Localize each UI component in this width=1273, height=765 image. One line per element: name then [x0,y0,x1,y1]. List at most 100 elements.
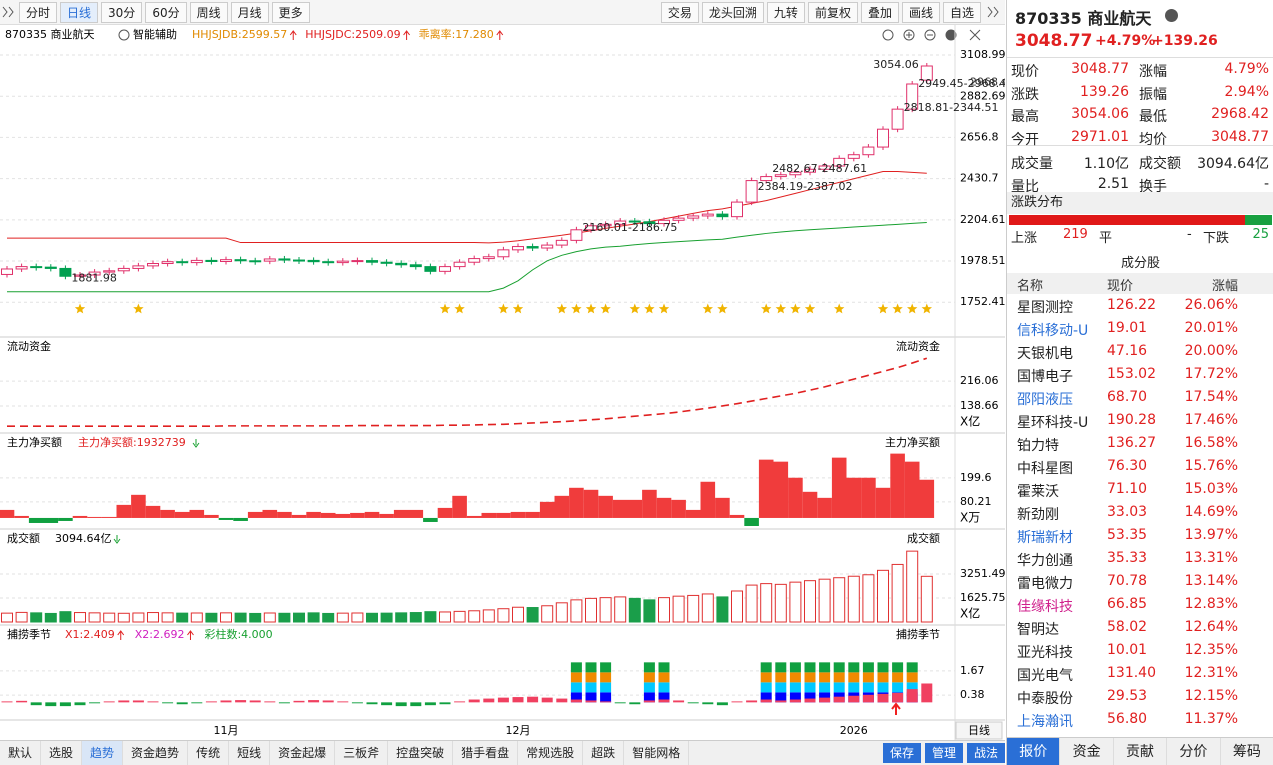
tool-button[interactable]: 画线 [901,1,940,23]
bottom-tab[interactable]: 常规选股 [518,741,584,765]
bottom-tab[interactable]: 智能网格 [624,741,690,765]
annotation: 2384.19-2387.02 [758,180,853,193]
net-bar [277,511,292,518]
volume-bar [468,610,481,623]
bottom-tab[interactable]: 控盘突破 [388,741,454,765]
bottom-tab[interactable]: 资金起爆 [270,741,336,765]
volume-bar [307,612,320,623]
bottom-tab[interactable]: 默认 [0,741,42,765]
signal-star [512,303,524,314]
tool-button[interactable]: 叠加 [860,1,899,23]
bottom-button[interactable]: 战法 [966,743,1005,763]
member-name[interactable]: 星环科技-U [1017,415,1089,431]
down-label: 下跌 [1203,231,1230,246]
member-name[interactable]: 信科移动-U [1017,323,1089,339]
candle [804,168,816,173]
quote-tab[interactable]: 分价 [1167,738,1221,765]
period-button[interactable]: 30分 [101,1,143,23]
member-name[interactable]: 国光电气 [1017,668,1073,684]
flow-title-right: 流动资金 [896,339,940,353]
quote-value: 3054.06 [1071,106,1129,122]
member-name[interactable]: 佳缘科技 [1017,599,1073,615]
member-name[interactable]: 上海瀚讯 [1017,714,1073,730]
quote-value: 139.26 [1080,83,1129,100]
assist-icon[interactable] [118,29,130,41]
bottom-tab[interactable]: 传统 [188,741,230,765]
member-name[interactable]: 中泰股份 [1017,691,1073,707]
signal-star [454,303,465,314]
member-name[interactable]: 斯瑞新材 [1017,530,1073,546]
signal-star [629,303,640,314]
bottom-tab[interactable]: 超跌 [583,741,625,765]
season-bar [1,701,13,703]
net-bar [101,516,117,518]
member-name[interactable]: 华力创通 [1017,553,1073,569]
member-name[interactable]: 国博电子 [1017,369,1073,385]
assist[interactable]: 智能辅助 [133,27,177,41]
quote-tab[interactable]: 贡献 [1114,738,1168,765]
quote-tab[interactable]: 报价 [1007,738,1061,765]
season-bar [702,702,714,705]
candle [176,261,189,264]
volume-bar [920,575,933,623]
member-price: 68.70 [1107,389,1148,405]
member-name[interactable]: 智明达 [1017,622,1059,638]
member-name[interactable]: 邵阳液压 [1017,392,1073,408]
quote-value: 2971.01 [1071,128,1129,145]
volume-bar [147,612,159,623]
volume-bar [59,611,72,623]
volume-bar [322,612,335,623]
tool-button[interactable]: 交易 [660,1,699,23]
net-bar [364,511,380,518]
bottom-tab[interactable]: 资金趋势 [123,741,189,765]
member-name[interactable]: 天银机电 [1017,346,1073,362]
period-button[interactable]: 日线 [60,1,99,23]
quote-tab[interactable]: 资金 [1060,738,1114,765]
collapse-icon[interactable] [0,2,16,22]
signal-block [600,692,612,703]
member-name[interactable]: 雷电微力 [1017,576,1073,592]
member-pct: 11.37% [1184,711,1238,727]
expand-icon[interactable] [981,2,1005,22]
period-button[interactable]: 月线 [230,1,269,23]
net-bar [875,487,891,518]
bottom-tab[interactable]: 短线 [229,741,271,765]
bottom-tab[interactable]: 猎手看盘 [453,741,519,765]
season-bar [527,696,539,703]
season-bar [322,700,334,703]
member-name[interactable]: 霍莱沃 [1017,484,1059,500]
bottom-button[interactable]: 管理 [924,743,963,763]
member-name[interactable]: 亚光科技 [1017,645,1073,661]
member-pct: 13.14% [1184,573,1238,589]
bottom-tab[interactable]: 趋势 [82,741,124,765]
signal-block [877,672,889,683]
quote-tab[interactable]: 筹码 [1221,738,1273,765]
tool-button[interactable]: 前复权 [807,1,858,23]
tool-button[interactable]: 龙头回溯 [701,1,764,23]
annotation: 3054.06 [873,58,919,71]
bottom-button[interactable]: 保存 [882,743,921,763]
member-name[interactable]: 星图测控 [1017,300,1073,316]
tool-button[interactable]: 九转 [766,1,805,23]
net-bar [890,453,905,518]
member-name[interactable]: 铂力特 [1017,438,1059,454]
member-pct: 12.31% [1184,665,1238,681]
season-bar [439,702,451,705]
bottom-tab[interactable]: 选股 [41,741,83,765]
member-name[interactable]: 中科星图 [1017,461,1073,477]
member-name[interactable]: 新劲刚 [1017,507,1059,523]
tool-button[interactable]: 自选 [942,1,981,23]
bottom-tab[interactable]: 三板斧 [335,741,389,765]
season-bar [366,702,378,705]
x-tick-label: 11月 [214,724,239,737]
signal-block [892,662,904,673]
period-button[interactable]: 更多 [271,1,310,23]
signal-block [760,682,772,693]
period-button[interactable]: 分时 [19,1,58,23]
period-button[interactable]: 周线 [189,1,228,23]
period-button[interactable]: 60分 [145,1,187,23]
quote-value: 2968.42 [1211,106,1269,122]
member-price: 19.01 [1107,320,1148,336]
season-bar [658,699,670,703]
signal-block [600,682,612,693]
